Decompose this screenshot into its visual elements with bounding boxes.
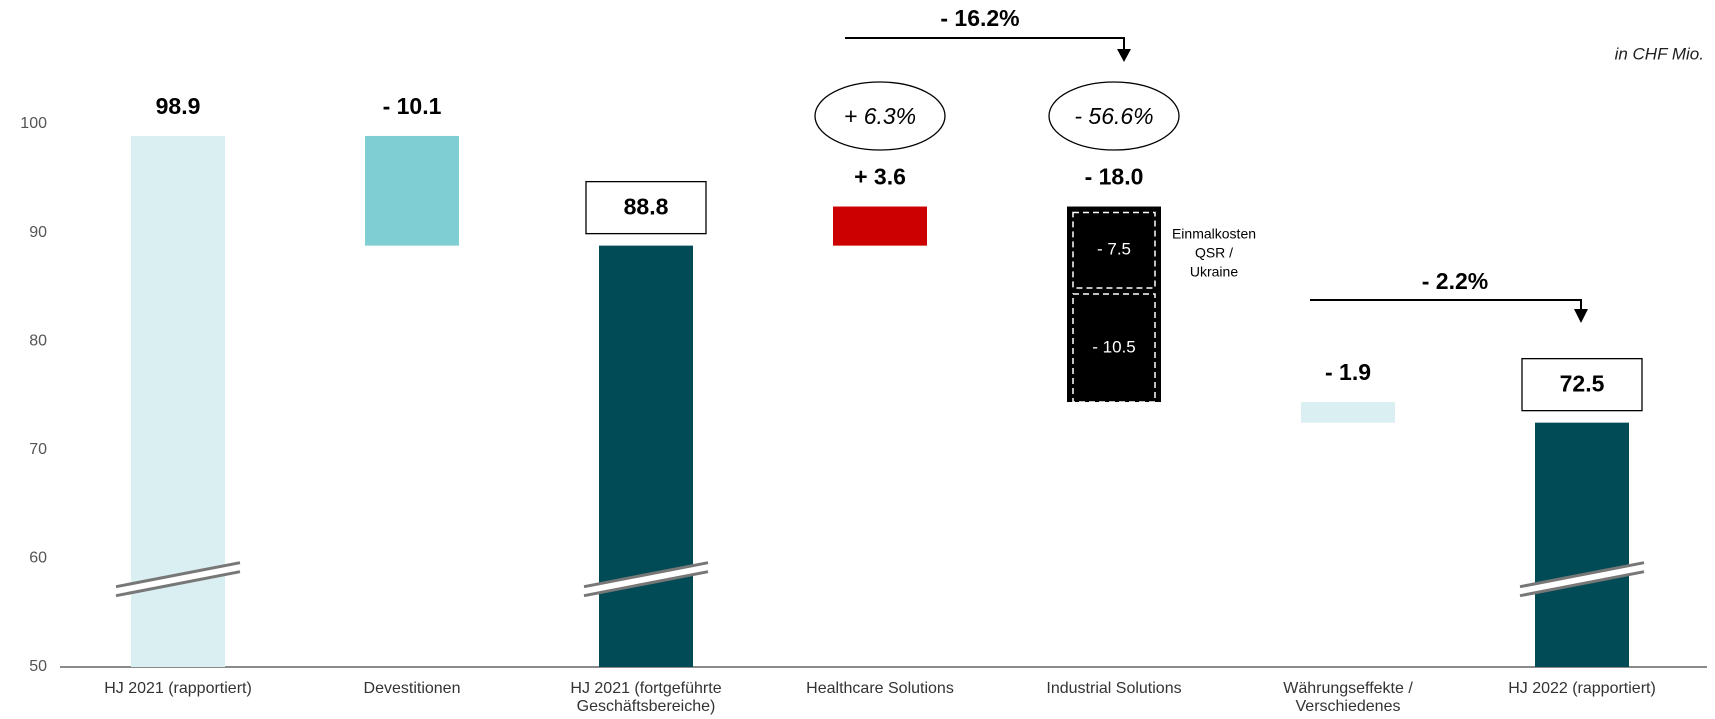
- x-tick-label: HJ 2021 (rapportiert): [104, 680, 252, 697]
- segment: [1072, 293, 1156, 403]
- x-tick-label: HJ 2021 (fortgeführte Geschäftsbereiche): [570, 680, 722, 715]
- bar: [833, 206, 927, 246]
- axis-break: [116, 562, 240, 596]
- axis-break: [583, 561, 709, 589]
- value-label: 72.5: [1560, 371, 1605, 397]
- bar: [1301, 402, 1395, 423]
- axis-break: [584, 562, 708, 596]
- label-box: [585, 180, 707, 235]
- value-label: 88.8: [624, 194, 669, 220]
- bar: [365, 135, 459, 246]
- growth-ellipse: [814, 81, 946, 151]
- x-tick-label: Industrial Solutions: [1046, 680, 1182, 697]
- y-tick-label: 90: [29, 224, 47, 241]
- value-label: - 1.9: [1325, 359, 1371, 385]
- label-box: [1521, 357, 1643, 412]
- axis-break: [583, 570, 709, 598]
- x-tick-label: Währungseffekte / Verschiedenes: [1283, 680, 1413, 715]
- y-tick-label: 70: [29, 441, 47, 458]
- unit-note: in CHF Mio.: [1615, 44, 1704, 63]
- bar: [1535, 422, 1629, 667]
- axis-break: [115, 570, 241, 598]
- axis-break: [1520, 562, 1644, 596]
- segment: [1072, 211, 1156, 289]
- x-tick-label: HJ 2022 (rapportiert): [1508, 680, 1656, 697]
- growth-ellipse: [1048, 81, 1180, 151]
- y-tick-label: 80: [29, 332, 47, 349]
- bar: [599, 245, 693, 667]
- x-tick-label: Healthcare Solutions: [806, 680, 954, 697]
- segment-note: Ukraine: [1190, 264, 1238, 280]
- y-tick-label: 50: [29, 658, 47, 675]
- value-label: - 18.0: [1085, 164, 1144, 190]
- axis-break: [1519, 561, 1645, 589]
- growth-label: - 56.6%: [1074, 103, 1153, 129]
- x-tick-label: Devestitionen: [363, 680, 461, 697]
- y-tick-label: 100: [20, 115, 47, 132]
- y-tick-label: 60: [29, 550, 47, 567]
- bridge-arrow: [1310, 299, 1588, 323]
- segment-label: - 10.5: [1092, 337, 1135, 356]
- segment-note: Einmalkosten: [1172, 226, 1256, 242]
- segment-label: - 7.5: [1097, 240, 1131, 259]
- axis-break: [1519, 570, 1645, 598]
- axis-break: [115, 561, 241, 589]
- value-label: 98.9: [156, 93, 201, 119]
- value-label: - 10.1: [383, 93, 442, 119]
- value-label: + 3.6: [854, 164, 906, 190]
- bridge-label: - 16.2%: [940, 5, 1019, 31]
- bar: [1067, 206, 1161, 403]
- growth-label: + 6.3%: [844, 103, 916, 129]
- bridge-arrow: [845, 37, 1131, 62]
- bridge-label: - 2.2%: [1422, 268, 1488, 294]
- segment-note: QSR /: [1195, 245, 1233, 261]
